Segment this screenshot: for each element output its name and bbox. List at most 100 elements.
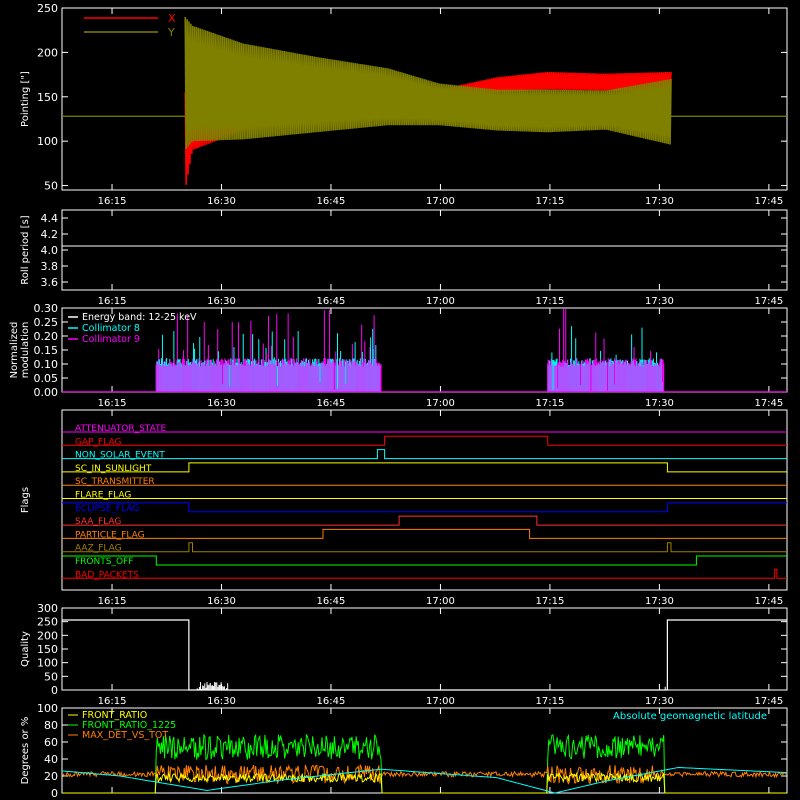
flag-label-aaz-flag: AAZ_FLAG bbox=[75, 544, 122, 554]
x-tick-label: 16:45 bbox=[317, 596, 346, 607]
flag-label-attenuator-state: ATTENUATOR_STATE bbox=[75, 424, 167, 434]
y-tick-label: 60 bbox=[44, 736, 58, 749]
x-tick-label: 16:30 bbox=[207, 696, 236, 707]
y-axis-label: Pointing ["] bbox=[20, 71, 31, 127]
flag-trace-non-solar-event bbox=[62, 449, 787, 460]
y-tick-label: 3.6 bbox=[41, 276, 59, 289]
x-tick-label: 16:15 bbox=[98, 196, 127, 207]
flag-trace-eclipse-flag bbox=[62, 502, 787, 513]
legend-label: Collimator 9 bbox=[82, 334, 140, 345]
legend-label-y: Y bbox=[167, 26, 175, 39]
x-tick-label: 16:45 bbox=[317, 398, 346, 409]
y-tick-label: 4.4 bbox=[41, 212, 59, 225]
y-axis-label: Flags bbox=[20, 487, 31, 513]
legend-label-x: X bbox=[168, 12, 176, 25]
y-tick-label: 100 bbox=[37, 657, 58, 670]
x-tick-label: 16:15 bbox=[98, 696, 127, 707]
plot-frame bbox=[61, 7, 788, 191]
flag-label-sc-in-sunlight: SC_IN_SUNLIGHT bbox=[75, 464, 152, 474]
y-tick-label: 40 bbox=[44, 753, 58, 766]
legend-label: MAX_DET_VS_TOT bbox=[82, 730, 168, 741]
x-tick-label: 17:15 bbox=[536, 196, 565, 207]
y-tick-label: 0.15 bbox=[34, 344, 59, 357]
x-tick-label: 16:30 bbox=[207, 398, 236, 409]
y-tick-label: 250 bbox=[37, 616, 58, 629]
legend-label-geomagnetic: Absolute geomagnetic latitude bbox=[613, 711, 767, 722]
flag-trace-aaz-flag bbox=[62, 542, 787, 553]
panel-4: 16:15 16:30 16:45 17:00 17:15 17:30 17:45 Flags… bbox=[20, 409, 788, 607]
y-tick-label: 50 bbox=[44, 180, 58, 193]
flag-label-gap-flag: GAP_FLAG bbox=[75, 437, 121, 447]
max-det-vs-tot-trace bbox=[61, 763, 788, 785]
y-tick-label: 0.05 bbox=[34, 372, 59, 385]
x-tick-label: 16:45 bbox=[317, 696, 346, 707]
flag-label-fronts-off: FRONTS_OFF bbox=[75, 557, 133, 567]
x-tick-label: 17:45 bbox=[754, 596, 783, 607]
x-tick-label: 17:00 bbox=[426, 196, 455, 207]
flag-trace-bad-packets bbox=[62, 568, 787, 579]
flag-trace-fronts-off bbox=[62, 555, 787, 566]
x-tick-label: 17:30 bbox=[645, 398, 674, 409]
legend-label: FRONT_RATIO bbox=[82, 710, 147, 721]
x-tick-label: 17:45 bbox=[754, 696, 783, 707]
x-tick-label: 17:00 bbox=[426, 398, 455, 409]
x-tick-label: 17:15 bbox=[536, 596, 565, 607]
x-tick-label: 16:45 bbox=[317, 196, 346, 207]
y-tick-label: 0.20 bbox=[34, 330, 59, 343]
x-tick-label: 16:30 bbox=[207, 196, 236, 207]
x-tick-label: 17:30 bbox=[645, 596, 674, 607]
x-tick-label: 17:45 bbox=[754, 398, 783, 409]
y-tick-label: 0 bbox=[51, 787, 58, 800]
flag-label-sc-transmitter: SC_TRANSMITTER bbox=[75, 477, 155, 487]
flag-label-particle-flag: PARTICLE_FLAG bbox=[75, 530, 145, 540]
y-tick-label: 0.30 bbox=[34, 302, 59, 315]
legend-label: FRONT_RATIO_1225 bbox=[82, 720, 176, 731]
x-tick-label: 16:15 bbox=[98, 296, 127, 307]
x-tick-label: 17:00 bbox=[426, 696, 455, 707]
y-axis-label: Roll period [s] bbox=[20, 215, 31, 284]
y-tick-label: 150 bbox=[37, 91, 58, 104]
quality-trace bbox=[62, 619, 787, 691]
series-y-trace bbox=[184, 16, 672, 149]
flag-trace-particle-flag bbox=[62, 528, 787, 539]
y-tick-label: 50 bbox=[44, 670, 58, 683]
y-tick-label: 80 bbox=[44, 719, 58, 732]
y-axis-label-line2: modulation bbox=[20, 322, 31, 379]
x-tick-label: 17:30 bbox=[645, 296, 674, 307]
flag-label-saa-flag: SAA_FLAG bbox=[75, 517, 121, 527]
flag-trace-gap-flag bbox=[62, 435, 787, 446]
x-tick-label: 17:45 bbox=[754, 196, 783, 207]
geomagnetic-latitude-trace bbox=[61, 766, 788, 794]
x-tick-label: 17:15 bbox=[536, 296, 565, 307]
y-tick-label: 20 bbox=[44, 770, 58, 783]
panel-5: 16:15 16:30 16:45 17:00 17:15 17:30 17:45 Quali… bbox=[20, 602, 788, 707]
y-axis-label: Degrees or % bbox=[20, 717, 31, 785]
x-tick-label: 16:30 bbox=[207, 596, 236, 607]
flag-label-non-solar-event: NON_SOLAR_EVENT bbox=[75, 451, 165, 461]
y-tick-label: 200 bbox=[37, 46, 58, 59]
y-tick-label: 100 bbox=[37, 135, 58, 148]
x-tick-label: 16:15 bbox=[98, 398, 127, 409]
y-tick-label: 0.25 bbox=[34, 316, 59, 329]
x-tick-label: 17:45 bbox=[754, 296, 783, 307]
x-tick-label: 17:15 bbox=[536, 696, 565, 707]
y-tick-label: 0 bbox=[51, 684, 58, 697]
flag-label-flare-flag: FLARE_FLAG bbox=[75, 491, 131, 501]
panel-2: 16:15 16:30 16:45 17:00 17:15 17:30 17:45 Roll … bbox=[20, 209, 788, 307]
y-axis-label: Quality bbox=[20, 631, 31, 667]
y-axis-label-line1: Normalized bbox=[9, 322, 20, 379]
x-tick-label: 17:15 bbox=[536, 398, 565, 409]
y-tick-label: 3.8 bbox=[41, 260, 59, 273]
flag-trace-sc-in-sunlight bbox=[62, 462, 787, 473]
x-tick-label: 16:15 bbox=[98, 596, 127, 607]
flag-label-eclipse-flag: ECLIPSE_FLAG bbox=[75, 504, 139, 514]
x-tick-label: 17:00 bbox=[426, 296, 455, 307]
front-ratio-trace bbox=[62, 771, 787, 794]
x-tick-label: 17:30 bbox=[645, 196, 674, 207]
y-tick-label: 300 bbox=[37, 602, 58, 615]
x-tick-label: 17:00 bbox=[426, 596, 455, 607]
y-tick-label: 0.10 bbox=[34, 358, 59, 371]
legend-label: Energy band: 12-25 keV bbox=[82, 312, 197, 323]
flag-label-bad-packets: BAD_PACKETS bbox=[75, 570, 139, 580]
